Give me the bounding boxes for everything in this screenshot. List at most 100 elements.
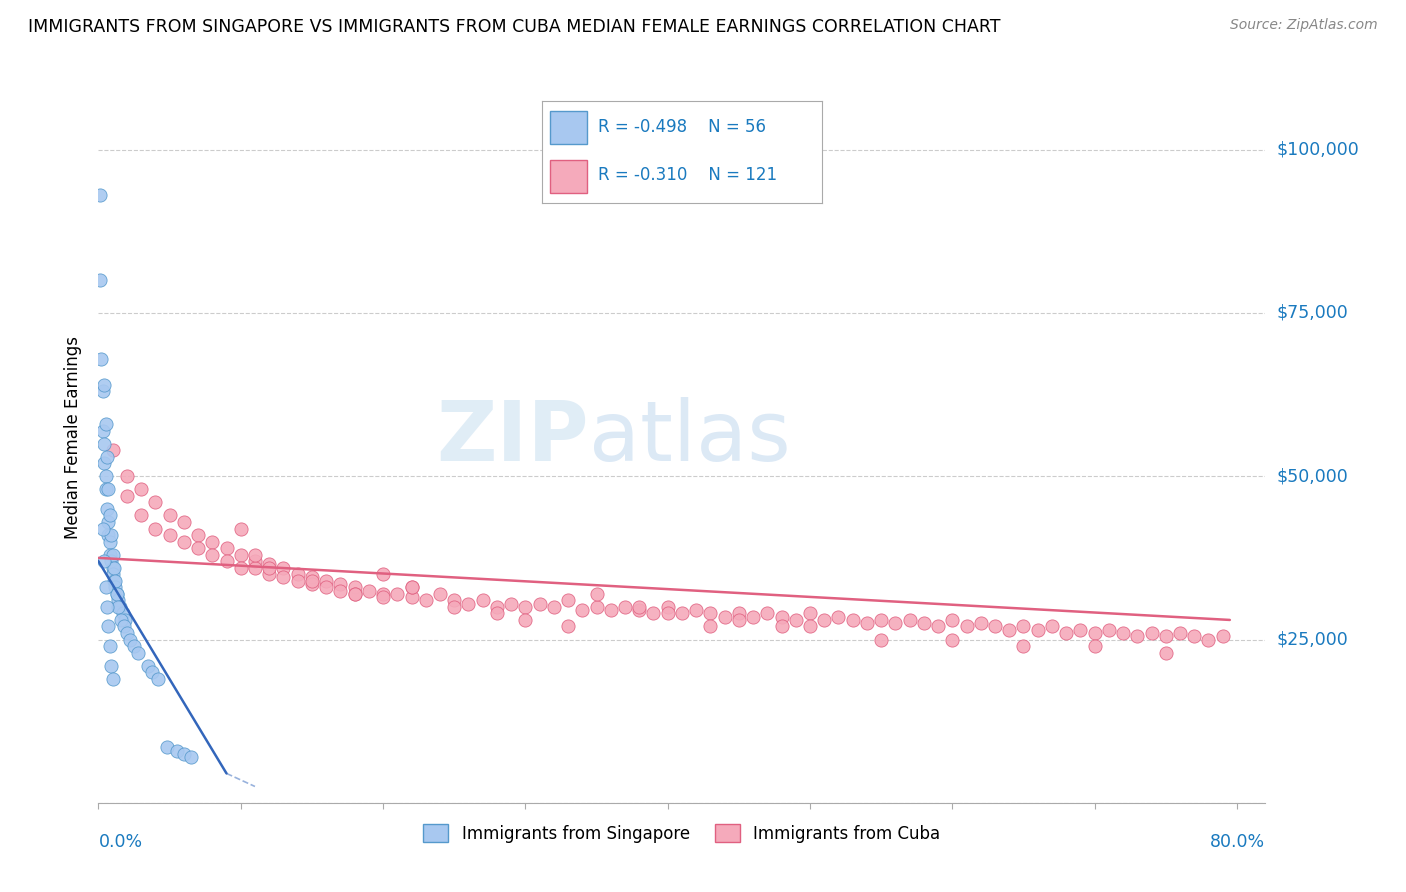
Point — [401, 580, 423, 594]
Text: $100,000: $100,000 — [1277, 141, 1360, 159]
Point — [329, 577, 352, 591]
Point — [343, 587, 366, 601]
Point — [941, 613, 963, 627]
Point — [89, 188, 111, 202]
Point — [699, 619, 721, 633]
Text: $50,000: $50,000 — [1277, 467, 1348, 485]
Point — [371, 587, 394, 601]
Point — [841, 613, 863, 627]
Point — [1126, 629, 1149, 643]
Point — [984, 619, 1007, 633]
Point — [143, 495, 166, 509]
Point — [870, 632, 893, 647]
Point — [100, 658, 122, 673]
Point — [98, 508, 121, 523]
Point — [97, 528, 120, 542]
Point — [1040, 619, 1063, 633]
Point — [97, 483, 120, 497]
Point — [643, 607, 665, 621]
Point — [96, 502, 118, 516]
Point — [94, 580, 117, 594]
Point — [657, 599, 679, 614]
Point — [166, 743, 188, 757]
Point — [105, 587, 128, 601]
Point — [91, 424, 114, 438]
Text: 80.0%: 80.0% — [1211, 833, 1265, 851]
Point — [215, 554, 238, 568]
Point — [799, 619, 821, 633]
Point — [870, 613, 893, 627]
Point — [770, 609, 793, 624]
Point — [713, 609, 735, 624]
Point — [371, 567, 394, 582]
Point — [148, 672, 170, 686]
Point — [115, 469, 138, 483]
Point — [91, 384, 114, 399]
Point — [357, 583, 380, 598]
Point — [273, 570, 295, 584]
Point — [301, 570, 323, 584]
Point — [543, 599, 565, 614]
Point — [727, 613, 749, 627]
Point — [998, 623, 1021, 637]
Point — [371, 590, 394, 604]
Text: atlas: atlas — [589, 397, 790, 477]
Point — [103, 560, 125, 574]
Point — [215, 541, 238, 555]
Point — [657, 607, 679, 621]
Point — [515, 613, 537, 627]
Point — [1154, 629, 1177, 643]
Point — [301, 574, 323, 588]
Point — [93, 456, 115, 470]
Point — [387, 587, 409, 601]
Point — [129, 483, 152, 497]
Point — [912, 616, 935, 631]
Point — [599, 603, 621, 617]
Point — [799, 607, 821, 621]
Text: IMMIGRANTS FROM SINGAPORE VS IMMIGRANTS FROM CUBA MEDIAN FEMALE EARNINGS CORRELA: IMMIGRANTS FROM SINGAPORE VS IMMIGRANTS … — [28, 18, 1001, 36]
Point — [571, 603, 593, 617]
Point — [429, 587, 451, 601]
Point — [485, 599, 508, 614]
Point — [104, 574, 127, 588]
Text: 0.0%: 0.0% — [98, 833, 142, 851]
Text: $75,000: $75,000 — [1277, 304, 1348, 322]
Point — [101, 560, 124, 574]
Point — [98, 639, 121, 653]
Point — [89, 273, 111, 287]
Point — [529, 597, 551, 611]
Point — [287, 574, 309, 588]
Point — [970, 616, 993, 631]
Point — [257, 567, 280, 582]
Point — [1212, 629, 1234, 643]
Point — [827, 609, 849, 624]
Point — [287, 567, 309, 582]
Point — [96, 450, 118, 464]
Point — [485, 607, 508, 621]
Point — [201, 534, 224, 549]
Point — [173, 534, 195, 549]
Point — [107, 593, 129, 607]
Point — [129, 508, 152, 523]
Point — [585, 599, 607, 614]
Point — [93, 377, 115, 392]
Point — [1084, 626, 1107, 640]
Point — [301, 577, 323, 591]
Point — [557, 593, 579, 607]
Point — [201, 548, 224, 562]
Point — [1012, 619, 1035, 633]
Point — [118, 632, 141, 647]
Point — [229, 560, 252, 574]
Point — [501, 597, 523, 611]
Point — [107, 599, 129, 614]
Point — [156, 740, 179, 755]
Point — [1112, 626, 1135, 640]
Point — [443, 599, 465, 614]
Point — [93, 436, 115, 450]
Point — [1182, 629, 1205, 643]
Point — [315, 574, 337, 588]
Text: ZIP: ZIP — [436, 397, 589, 477]
Point — [100, 554, 122, 568]
Point — [471, 593, 494, 607]
Point — [94, 469, 117, 483]
